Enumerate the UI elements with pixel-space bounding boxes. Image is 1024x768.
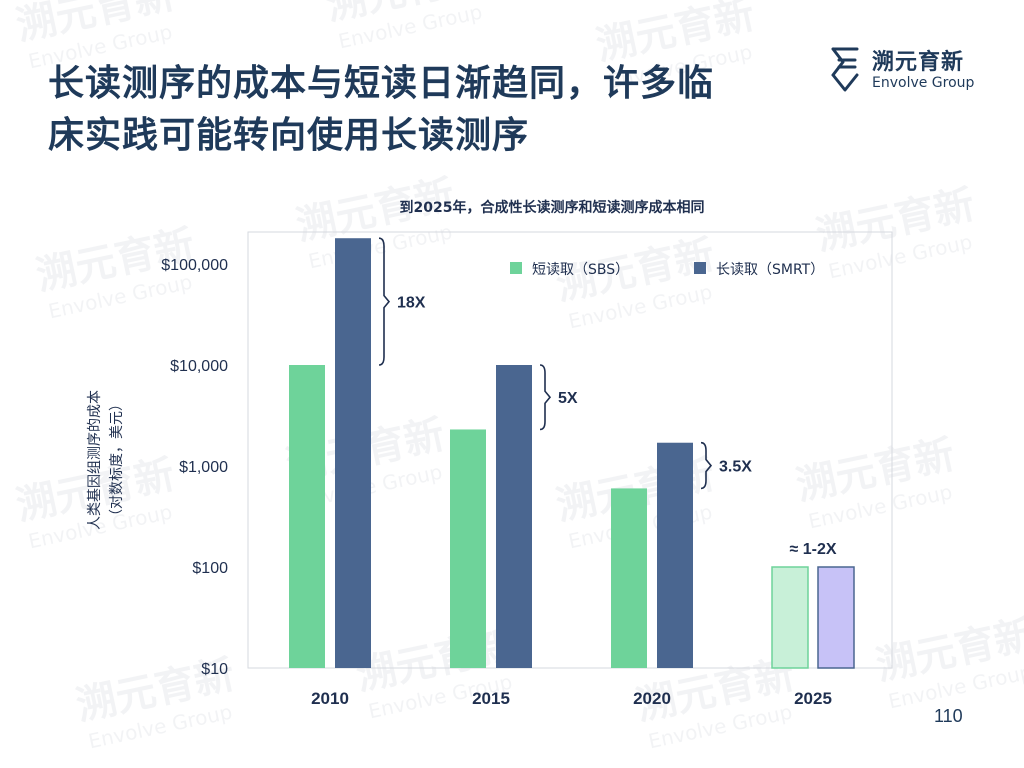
fold-difference-bracket	[378, 237, 391, 366]
bar-short-read	[450, 429, 486, 668]
legend-label: 短读取（SBS）	[532, 261, 629, 278]
x-tick-label: 2010	[311, 689, 349, 708]
slide-title: 长读测序的成本与短读日渐趋同，许多临 床实践可能转向使用长读测序	[48, 58, 828, 162]
bar-short-read	[611, 488, 647, 668]
slide-title-line: 床实践可能转向使用长读测序	[48, 115, 530, 156]
bar-long-read	[657, 442, 693, 668]
x-tick-label: 2025	[794, 689, 832, 708]
bar-short-read	[289, 365, 325, 668]
fold-difference-bracket	[539, 364, 552, 431]
logo-name-en: Envolve Group	[872, 75, 975, 91]
y-tick-label: $10,000	[170, 358, 228, 375]
legend-swatch	[510, 262, 522, 274]
y-axis-title: 人类基因组测序的成本	[86, 390, 103, 530]
y-tick-label: $1,000	[179, 459, 228, 476]
bar-short-read	[771, 566, 809, 669]
y-tick-label: $10	[201, 661, 228, 678]
fold-difference-label: 3.5X	[719, 459, 752, 476]
envolve-logo-icon	[831, 47, 859, 92]
chart-title: 到2025年，合成性长读测序和短读测序成本相同	[400, 199, 705, 216]
x-tick-label: 2015	[472, 689, 510, 708]
y-tick-label: $100	[192, 560, 228, 577]
fold-difference-label: 5X	[558, 390, 578, 407]
x-tick-label: 2020	[633, 689, 671, 708]
company-logo: 溯元育新 Envolve Group	[830, 44, 990, 100]
bar-long-read	[496, 365, 532, 668]
legend-swatch	[694, 262, 706, 274]
fold-difference-label: ≈ 1-2X	[789, 541, 836, 558]
logo-name-cn: 溯元育新	[872, 50, 965, 75]
bar-long-read	[817, 566, 855, 669]
plot-frame	[247, 231, 893, 669]
fold-difference-bracket	[700, 441, 713, 490]
legend-label: 长读取（SMRT）	[716, 261, 824, 278]
y-axis-subtitle: （对数标度，美元）	[109, 397, 125, 523]
bar-long-read	[335, 238, 371, 669]
y-tick-label: $100,000	[161, 257, 228, 274]
fold-difference-label: 18X	[397, 295, 426, 312]
slide-title-line: 长读测序的成本与短读日渐趋同，许多临	[48, 63, 715, 104]
page-number: 110	[934, 706, 963, 726]
